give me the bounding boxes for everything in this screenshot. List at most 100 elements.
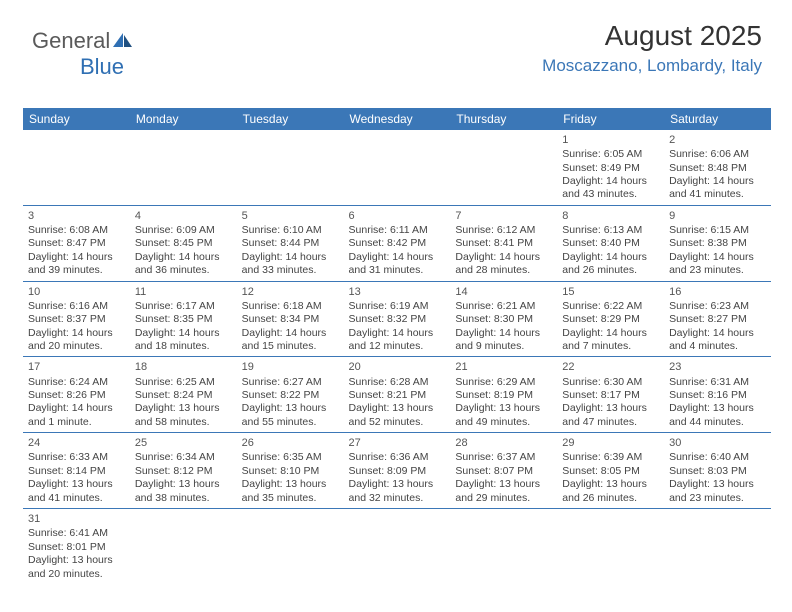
calendar-cell-empty bbox=[23, 130, 130, 205]
day-number: 11 bbox=[135, 285, 232, 299]
sunrise-text: Sunrise: 6:31 AM bbox=[669, 376, 766, 389]
sunrise-text: Sunrise: 6:29 AM bbox=[455, 376, 552, 389]
calendar-cell: 27Sunrise: 6:36 AMSunset: 8:09 PMDayligh… bbox=[344, 433, 451, 509]
sunrise-text: Sunrise: 6:36 AM bbox=[349, 451, 446, 464]
sunrise-text: Sunrise: 6:22 AM bbox=[562, 300, 659, 313]
calendar-cell: 19Sunrise: 6:27 AMSunset: 8:22 PMDayligh… bbox=[237, 357, 344, 433]
calendar-cell: 5Sunrise: 6:10 AMSunset: 8:44 PMDaylight… bbox=[237, 205, 344, 281]
day-number: 3 bbox=[28, 209, 125, 223]
daylight-text: Daylight: 13 hours and 58 minutes. bbox=[135, 402, 232, 429]
day-number: 13 bbox=[349, 285, 446, 299]
weekday-header: Saturday bbox=[664, 108, 771, 130]
day-number: 24 bbox=[28, 436, 125, 450]
daylight-text: Daylight: 13 hours and 20 minutes. bbox=[28, 554, 125, 581]
daylight-text: Daylight: 14 hours and 1 minute. bbox=[28, 402, 125, 429]
daylight-text: Daylight: 13 hours and 35 minutes. bbox=[242, 478, 339, 505]
calendar-cell-empty bbox=[664, 509, 771, 584]
sunset-text: Sunset: 8:34 PM bbox=[242, 313, 339, 326]
month-title: August 2025 bbox=[542, 20, 762, 52]
daylight-text: Daylight: 13 hours and 26 minutes. bbox=[562, 478, 659, 505]
sunset-text: Sunset: 8:26 PM bbox=[28, 389, 125, 402]
sunset-text: Sunset: 8:40 PM bbox=[562, 237, 659, 250]
sunset-text: Sunset: 8:19 PM bbox=[455, 389, 552, 402]
daylight-text: Daylight: 13 hours and 52 minutes. bbox=[349, 402, 446, 429]
sunset-text: Sunset: 8:07 PM bbox=[455, 465, 552, 478]
daylight-text: Daylight: 13 hours and 44 minutes. bbox=[669, 402, 766, 429]
sunset-text: Sunset: 8:09 PM bbox=[349, 465, 446, 478]
calendar-cell: 12Sunrise: 6:18 AMSunset: 8:34 PMDayligh… bbox=[237, 281, 344, 357]
sunset-text: Sunset: 8:22 PM bbox=[242, 389, 339, 402]
calendar-cell: 21Sunrise: 6:29 AMSunset: 8:19 PMDayligh… bbox=[450, 357, 557, 433]
day-number: 23 bbox=[669, 360, 766, 374]
calendar-cell: 11Sunrise: 6:17 AMSunset: 8:35 PMDayligh… bbox=[130, 281, 237, 357]
calendar-cell-empty bbox=[130, 130, 237, 205]
sunrise-text: Sunrise: 6:28 AM bbox=[349, 376, 446, 389]
sunset-text: Sunset: 8:05 PM bbox=[562, 465, 659, 478]
calendar-week-row: 1Sunrise: 6:05 AMSunset: 8:49 PMDaylight… bbox=[23, 130, 771, 205]
sunset-text: Sunset: 8:48 PM bbox=[669, 162, 766, 175]
day-number: 14 bbox=[455, 285, 552, 299]
weekday-header: Monday bbox=[130, 108, 237, 130]
logo: General Blue bbox=[32, 28, 134, 80]
sunrise-text: Sunrise: 6:35 AM bbox=[242, 451, 339, 464]
daylight-text: Daylight: 14 hours and 12 minutes. bbox=[349, 327, 446, 354]
calendar-cell: 31Sunrise: 6:41 AMSunset: 8:01 PMDayligh… bbox=[23, 509, 130, 584]
sunset-text: Sunset: 8:32 PM bbox=[349, 313, 446, 326]
sunset-text: Sunset: 8:03 PM bbox=[669, 465, 766, 478]
daylight-text: Daylight: 13 hours and 49 minutes. bbox=[455, 402, 552, 429]
calendar-cell-empty bbox=[344, 130, 451, 205]
calendar-cell: 8Sunrise: 6:13 AMSunset: 8:40 PMDaylight… bbox=[557, 205, 664, 281]
daylight-text: Daylight: 13 hours and 32 minutes. bbox=[349, 478, 446, 505]
daylight-text: Daylight: 14 hours and 28 minutes. bbox=[455, 251, 552, 278]
calendar-cell: 3Sunrise: 6:08 AMSunset: 8:47 PMDaylight… bbox=[23, 205, 130, 281]
calendar-cell-empty bbox=[237, 509, 344, 584]
sail-icon bbox=[112, 32, 134, 50]
sunrise-text: Sunrise: 6:13 AM bbox=[562, 224, 659, 237]
sunset-text: Sunset: 8:41 PM bbox=[455, 237, 552, 250]
day-number: 30 bbox=[669, 436, 766, 450]
day-number: 29 bbox=[562, 436, 659, 450]
day-number: 2 bbox=[669, 133, 766, 147]
calendar-cell: 10Sunrise: 6:16 AMSunset: 8:37 PMDayligh… bbox=[23, 281, 130, 357]
sunset-text: Sunset: 8:42 PM bbox=[349, 237, 446, 250]
calendar-week-row: 3Sunrise: 6:08 AMSunset: 8:47 PMDaylight… bbox=[23, 205, 771, 281]
sunset-text: Sunset: 8:49 PM bbox=[562, 162, 659, 175]
sunrise-text: Sunrise: 6:23 AM bbox=[669, 300, 766, 313]
day-number: 15 bbox=[562, 285, 659, 299]
calendar-cell: 18Sunrise: 6:25 AMSunset: 8:24 PMDayligh… bbox=[130, 357, 237, 433]
sunset-text: Sunset: 8:12 PM bbox=[135, 465, 232, 478]
daylight-text: Daylight: 14 hours and 26 minutes. bbox=[562, 251, 659, 278]
sunrise-text: Sunrise: 6:11 AM bbox=[349, 224, 446, 237]
day-number: 1 bbox=[562, 133, 659, 147]
day-number: 10 bbox=[28, 285, 125, 299]
daylight-text: Daylight: 14 hours and 36 minutes. bbox=[135, 251, 232, 278]
sunrise-text: Sunrise: 6:21 AM bbox=[455, 300, 552, 313]
logo-text-1: General bbox=[32, 28, 110, 53]
calendar-cell-empty bbox=[130, 509, 237, 584]
sunset-text: Sunset: 8:14 PM bbox=[28, 465, 125, 478]
header: August 2025 Moscazzano, Lombardy, Italy bbox=[542, 20, 762, 76]
day-number: 18 bbox=[135, 360, 232, 374]
calendar-cell: 22Sunrise: 6:30 AMSunset: 8:17 PMDayligh… bbox=[557, 357, 664, 433]
sunrise-text: Sunrise: 6:41 AM bbox=[28, 527, 125, 540]
daylight-text: Daylight: 13 hours and 29 minutes. bbox=[455, 478, 552, 505]
daylight-text: Daylight: 14 hours and 20 minutes. bbox=[28, 327, 125, 354]
weekday-header: Sunday bbox=[23, 108, 130, 130]
sunset-text: Sunset: 8:10 PM bbox=[242, 465, 339, 478]
weekday-header: Friday bbox=[557, 108, 664, 130]
calendar-cell: 9Sunrise: 6:15 AMSunset: 8:38 PMDaylight… bbox=[664, 205, 771, 281]
daylight-text: Daylight: 14 hours and 31 minutes. bbox=[349, 251, 446, 278]
day-number: 25 bbox=[135, 436, 232, 450]
day-number: 28 bbox=[455, 436, 552, 450]
day-number: 5 bbox=[242, 209, 339, 223]
sunset-text: Sunset: 8:44 PM bbox=[242, 237, 339, 250]
sunrise-text: Sunrise: 6:09 AM bbox=[135, 224, 232, 237]
sunrise-text: Sunrise: 6:10 AM bbox=[242, 224, 339, 237]
weekday-header-row: SundayMondayTuesdayWednesdayThursdayFrid… bbox=[23, 108, 771, 130]
daylight-text: Daylight: 14 hours and 23 minutes. bbox=[669, 251, 766, 278]
calendar-week-row: 24Sunrise: 6:33 AMSunset: 8:14 PMDayligh… bbox=[23, 433, 771, 509]
sunset-text: Sunset: 8:38 PM bbox=[669, 237, 766, 250]
day-number: 20 bbox=[349, 360, 446, 374]
calendar-cell-empty bbox=[450, 509, 557, 584]
day-number: 26 bbox=[242, 436, 339, 450]
